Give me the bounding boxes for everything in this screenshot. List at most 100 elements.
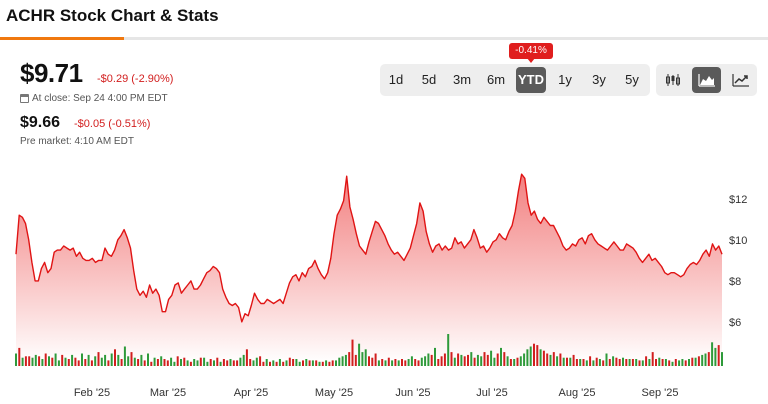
range-button-3y[interactable]: 3y <box>592 72 606 87</box>
close-time-label: At close: Sep 24 4:00 PM EDT <box>32 93 168 104</box>
volume-bar <box>503 352 506 366</box>
range-button-5y[interactable]: 5y <box>625 72 639 87</box>
volume-bar <box>199 357 202 366</box>
volume-bar <box>84 359 87 366</box>
line-chart-icon <box>731 74 749 87</box>
volume-bar <box>123 346 126 366</box>
volume-bar <box>321 361 324 366</box>
volume-bar <box>173 361 176 366</box>
volume-bar <box>74 357 77 366</box>
volume-bar <box>156 359 159 366</box>
volume-bar <box>298 361 301 366</box>
volume-bar <box>651 352 654 366</box>
volume-bar <box>602 360 605 366</box>
volume-bar <box>668 360 671 366</box>
volume-bar <box>635 359 638 366</box>
volume-bar <box>598 359 601 366</box>
volume-bar <box>539 349 542 366</box>
range-button-5d[interactable]: 5d <box>421 72 437 87</box>
volume-bar <box>589 356 592 366</box>
volume-bar <box>117 354 120 366</box>
volume-bar <box>242 354 245 366</box>
line-chart-button[interactable] <box>726 67 755 93</box>
volume-bar <box>622 357 624 366</box>
volume-bar <box>41 359 44 366</box>
volume-bar <box>285 360 288 366</box>
volume-bar <box>533 343 535 366</box>
volume-bar <box>625 359 628 366</box>
range-button-ytd[interactable]: YTD <box>516 67 546 93</box>
range-button-1d[interactable]: 1d <box>388 72 404 87</box>
volume-bar <box>54 353 57 366</box>
ytd-badge-pointer <box>527 58 535 63</box>
x-tick-label: Jul '25 <box>476 387 507 399</box>
volume-bar <box>608 359 611 366</box>
volume-bar <box>480 356 483 366</box>
y-tick-label: $10 <box>729 235 747 247</box>
volume-bar <box>381 359 384 366</box>
volume-bar <box>671 361 674 366</box>
volume-bar <box>245 349 248 366</box>
volume-bar <box>460 354 463 366</box>
page-title: ACHR Stock Chart & Stats <box>6 6 219 25</box>
volume-bar <box>401 359 403 366</box>
volume-bar <box>711 342 714 366</box>
volume-bar <box>582 359 585 366</box>
volume-bar <box>160 356 163 366</box>
price-area-fill <box>16 174 722 363</box>
volume-bar <box>206 361 209 366</box>
volume-bar <box>664 359 667 366</box>
range-button-6m[interactable]: 6m <box>486 72 506 87</box>
volume-bar <box>628 359 631 366</box>
range-button-1y[interactable]: 1y <box>558 72 572 87</box>
volume-bar <box>397 360 400 366</box>
volume-bar <box>57 360 60 366</box>
volume-bar <box>94 356 97 366</box>
volume-bar <box>694 357 697 366</box>
area-chart-button[interactable] <box>692 67 721 93</box>
volume-bar <box>133 357 136 366</box>
volume-bar <box>183 357 186 366</box>
volume-bar <box>631 359 634 366</box>
volume-bar <box>302 360 304 366</box>
volume-bar <box>368 356 370 366</box>
volume-bar <box>585 360 588 366</box>
volume-bar <box>457 353 460 366</box>
volume-bar <box>443 353 446 366</box>
volume-bar <box>97 352 100 366</box>
volume-bar <box>447 334 450 366</box>
volume-bar <box>71 354 74 366</box>
calendar-icon <box>20 94 29 103</box>
volume-bar <box>328 361 331 366</box>
volume-bar <box>371 357 374 366</box>
volume-bar <box>170 357 173 366</box>
volume-bar <box>506 356 509 366</box>
price-change: -$0.29 (-2.90%) <box>97 73 174 85</box>
volume-bar <box>44 353 47 366</box>
volume-bar <box>34 354 37 366</box>
volume-bar <box>288 357 291 366</box>
x-tick-label: Mar '25 <box>150 387 186 399</box>
volume-bar <box>292 359 295 366</box>
volume-bar <box>24 356 27 366</box>
volume-bar <box>61 354 64 366</box>
current-price: $9.71 <box>20 58 83 88</box>
candlestick-chart-button[interactable] <box>658 67 687 93</box>
volume-bar <box>569 357 572 366</box>
volume-bar <box>338 357 341 366</box>
volume-bar <box>721 352 723 366</box>
range-button-3m[interactable]: 3m <box>452 72 472 87</box>
volume-bar <box>556 356 559 366</box>
x-tick-label: Apr '25 <box>234 387 269 399</box>
volume-bar <box>377 360 380 366</box>
price-chart[interactable]: $12 $10 $8 $6 Feb '25 Mar '25 Apr '25 May '25 J… <box>0 160 768 404</box>
x-tick-label: Aug '25 <box>559 387 596 399</box>
volume-bar <box>147 353 149 366</box>
volume-bar <box>424 356 427 366</box>
volume-bar <box>143 360 146 366</box>
chart-type-selector <box>656 64 757 96</box>
volume-bar <box>648 359 651 366</box>
volume-bar <box>226 360 229 366</box>
volume-bar <box>430 354 433 366</box>
volume-bar <box>67 359 70 366</box>
